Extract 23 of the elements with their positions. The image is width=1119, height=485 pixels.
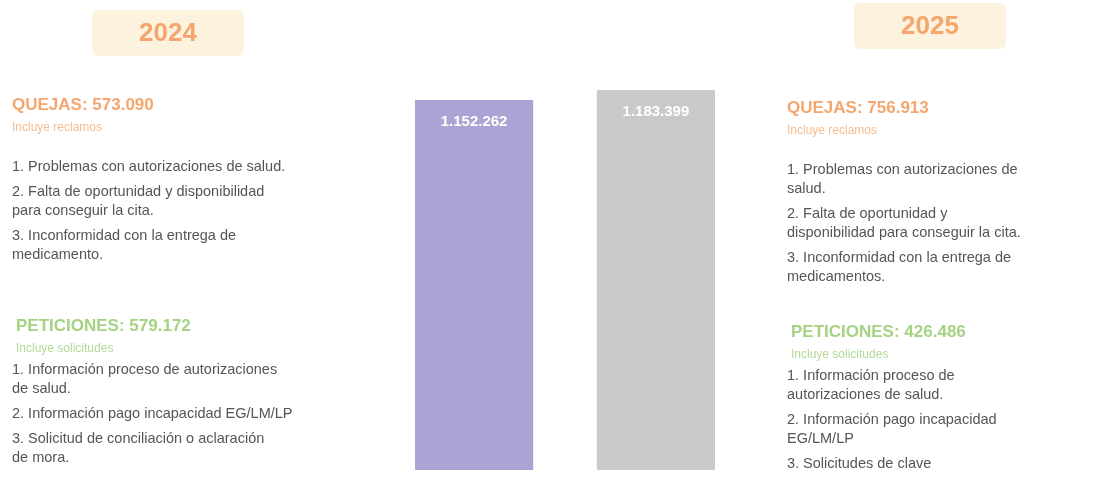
annotation: 2. Falta de oportunidad y disponibilidad para conseguir la cita. [12, 183, 265, 218]
annotation: 2. Información pago incapacidad EG/LM/LP [12, 405, 293, 421]
annotation: Incluye solicitudes [16, 341, 114, 355]
annotation: 2. Falta de oportunidad y disponibilidad para conseguir la cita. [787, 205, 1021, 240]
annotation: 1. Problemas con autorizaciones de salud. [12, 158, 286, 174]
annotation: Incluye solicitudes [791, 347, 889, 361]
annotation: 3. Solicitudes de clave [787, 455, 932, 471]
annotation: 3. Solicitud de conciliación o aclaración de mora. [12, 430, 265, 465]
annotation: QUEJAS: 756.913 [787, 98, 929, 117]
annotation: 3. Inconformidad con la entrega de medicamento. [12, 227, 237, 262]
annotation: PETICIONES: 426.486 [791, 322, 966, 341]
x-tick-label: 2024 [139, 17, 198, 47]
annotation: 1. Información proceso de autorizaciones de salud. [787, 367, 955, 402]
annotation: Incluye reclamos [787, 123, 878, 137]
annotation: Incluye reclamos [12, 120, 103, 134]
annotation: 1. Problemas con autorizaciones de salud. [787, 161, 1018, 196]
x-tick-label: 2025 [901, 10, 959, 40]
annotation: PETICIONES: 579.172 [16, 316, 191, 335]
annotation: 3. Inconformidad con la entrega de medicamentos. [787, 249, 1012, 284]
annotation: 1. Información proceso de autorizaciones de salud. [12, 361, 278, 396]
annotation: 2. Información pago incapacidad EG/LM/LP [787, 411, 997, 446]
data-label: 1.152.262 [440, 112, 508, 129]
annotation: QUEJAS: 573.090 [12, 95, 154, 114]
